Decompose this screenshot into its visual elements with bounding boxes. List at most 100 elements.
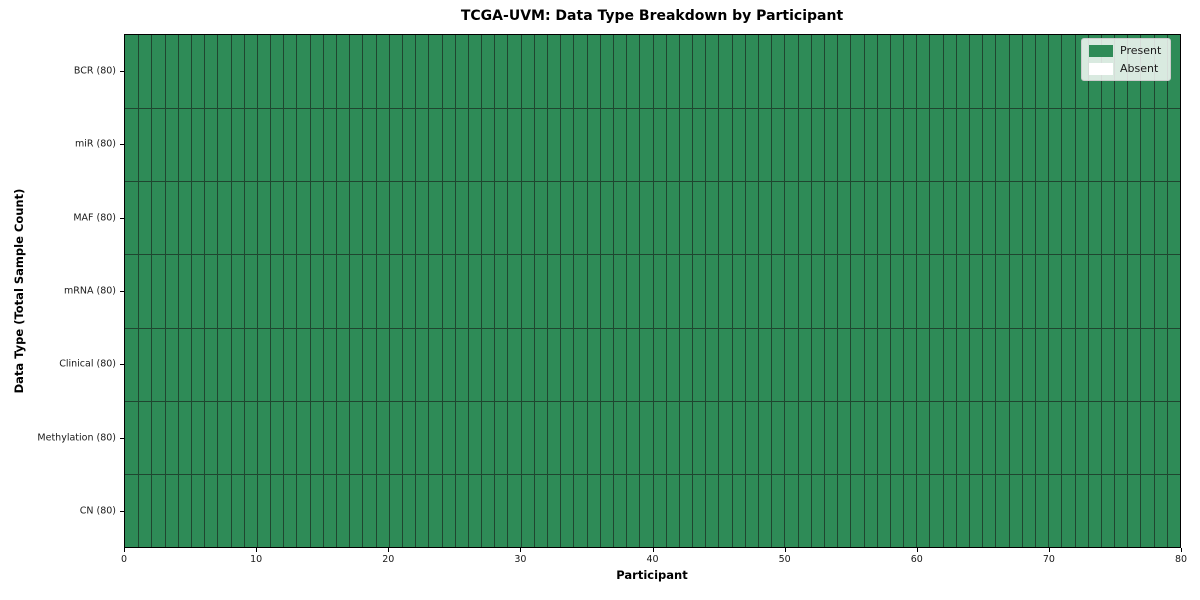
cell-CN-p18	[362, 473, 376, 547]
cell-mRNA-p32	[547, 254, 561, 328]
cell-CN-p61	[929, 473, 943, 547]
cell-MAF-p1	[138, 181, 152, 255]
cell-Methylation-p45	[718, 400, 732, 474]
cell-mRNA-p53	[823, 254, 838, 328]
cell-BCR-p21	[401, 35, 416, 109]
cell-mRNA-p27	[481, 254, 495, 328]
cell-Methylation-p4	[177, 400, 191, 474]
y-tick-label-CN: CN (80)	[79, 505, 116, 517]
cell-Clinical-p1	[138, 327, 152, 401]
cell-Methylation-p31	[533, 400, 547, 474]
cell-mRNA-p30	[520, 254, 534, 328]
cell-Methylation-p10	[256, 400, 271, 474]
cell-miR-p40	[652, 108, 666, 182]
cell-Clinical-p50	[784, 327, 798, 401]
cell-CN-p78	[1153, 473, 1167, 547]
cell-Methylation-p18	[362, 400, 376, 474]
cell-BCR-p61	[929, 35, 943, 109]
cell-miR-p1	[138, 108, 152, 182]
cell-CN-p48	[758, 473, 772, 547]
cell-MAF-p60	[916, 181, 930, 255]
cell-miR-p7	[217, 108, 231, 182]
cell-Methylation-p13	[296, 400, 310, 474]
cell-miR-p28	[494, 108, 508, 182]
x-axis-label: Participant	[616, 568, 688, 582]
cell-BCR-p50	[784, 35, 798, 109]
cell-miR-p45	[718, 108, 732, 182]
cell-Methylation-p9	[243, 400, 257, 474]
cell-BCR-p43	[692, 35, 706, 109]
cell-CN-p21	[401, 473, 416, 547]
cell-CN-p69	[1034, 473, 1049, 547]
cell-Clinical-p13	[296, 327, 310, 401]
legend-item-present: Present	[1089, 44, 1161, 57]
cell-Methylation-p34	[573, 400, 587, 474]
cell-miR-p9	[243, 108, 257, 182]
cell-MAF-p77	[1140, 181, 1154, 255]
cell-Methylation-p54	[837, 400, 851, 474]
cell-CN-p23	[428, 473, 442, 547]
cell-CN-p50	[784, 473, 798, 547]
cell-Clinical-p64	[969, 327, 983, 401]
cell-MAF-p7	[217, 181, 231, 255]
cell-mRNA-p5	[190, 254, 205, 328]
cell-mRNA-p6	[204, 254, 218, 328]
cell-miR-p36	[599, 108, 613, 182]
y-axis-label: Data Type (Total Sample Count)	[12, 188, 26, 394]
cell-mRNA-p52	[810, 254, 824, 328]
cell-Methylation-p33	[560, 400, 574, 474]
cell-miR-p25	[454, 108, 468, 182]
cell-miR-p58	[889, 108, 904, 182]
cell-MAF-p31	[533, 181, 547, 255]
cell-Methylation-p53	[823, 400, 838, 474]
cell-Clinical-p55	[850, 327, 864, 401]
cell-CN-p71	[1061, 473, 1075, 547]
cell-Clinical-p26	[467, 327, 482, 401]
cell-Clinical-p60	[916, 327, 930, 401]
cell-Methylation-p17	[349, 400, 363, 474]
cell-BCR-p40	[652, 35, 666, 109]
cell-mRNA-p38	[626, 254, 640, 328]
cell-Clinical-p67	[1008, 327, 1022, 401]
cell-miR-p10	[256, 108, 271, 182]
cell-miR-p18	[362, 108, 376, 182]
cell-miR-p5	[190, 108, 205, 182]
cell-Clinical-p23	[428, 327, 442, 401]
cell-MAF-p49	[771, 181, 785, 255]
cell-MAF-p16	[336, 181, 350, 255]
cell-CN-p56	[863, 473, 877, 547]
cell-Clinical-p65	[982, 327, 996, 401]
cell-MAF-p63	[955, 181, 969, 255]
cell-Methylation-p28	[494, 400, 508, 474]
cell-Clinical-p31	[533, 327, 547, 401]
cell-Methylation-p15	[322, 400, 336, 474]
cell-miR-p54	[837, 108, 851, 182]
cell-MAF-p4	[177, 181, 191, 255]
cell-Methylation-p56	[863, 400, 877, 474]
cell-mRNA-p51	[797, 254, 811, 328]
cell-miR-p68	[1021, 108, 1035, 182]
cell-CN-p27	[481, 473, 495, 547]
x-tick-label-80: 80	[1174, 554, 1188, 565]
cell-Methylation-p30	[520, 400, 534, 474]
cell-CN-p41	[665, 473, 679, 547]
cell-MAF-p0	[125, 181, 139, 255]
cell-CN-p46	[731, 473, 745, 547]
cell-miR-p72	[1074, 108, 1088, 182]
cell-BCR-p11	[270, 35, 284, 109]
cell-Methylation-p42	[678, 400, 693, 474]
cell-MAF-p79	[1166, 181, 1180, 255]
cell-CN-p16	[336, 473, 350, 547]
cell-Clinical-p0	[125, 327, 139, 401]
cell-Methylation-p58	[889, 400, 904, 474]
cell-mRNA-p74	[1100, 254, 1115, 328]
cell-miR-p30	[520, 108, 534, 182]
legend-label-absent: Absent	[1120, 62, 1159, 75]
cell-mRNA-p36	[599, 254, 613, 328]
cell-CN-p42	[678, 473, 693, 547]
cell-CN-p5	[190, 473, 205, 547]
cell-mRNA-p24	[441, 254, 455, 328]
cell-Methylation-p69	[1034, 400, 1049, 474]
cell-miR-p4	[177, 108, 191, 182]
cell-MAF-p76	[1127, 181, 1141, 255]
